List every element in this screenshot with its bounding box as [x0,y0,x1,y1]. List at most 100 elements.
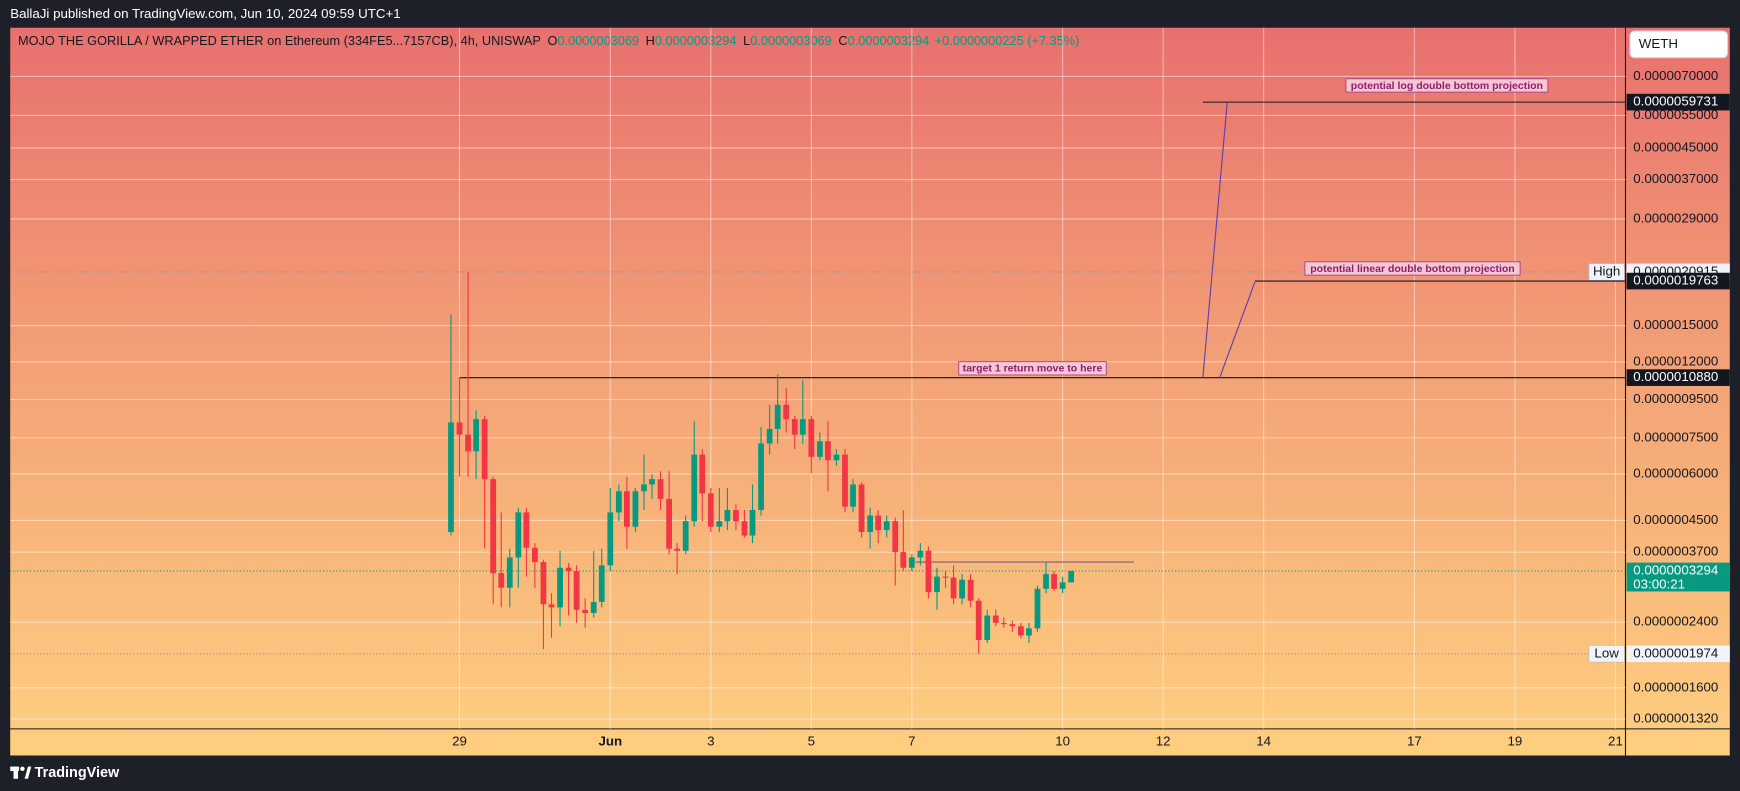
candle-body [783,404,790,420]
symbol-button[interactable] [1629,30,1729,59]
candle-body [749,510,756,536]
candle-body [465,434,471,452]
ohlc-key: H [646,34,655,49]
candle-body [833,454,840,461]
candle-body [691,454,698,522]
plot-background [10,27,1730,756]
candle-body [607,512,614,566]
price-label: 0.0000001974 [1633,645,1718,660]
candle-body [799,419,806,435]
candle-body [716,521,723,527]
candle-body [917,550,924,558]
header: BallaJi published on TradingView.com, Ju… [10,6,400,21]
annotation: potential linear double bottom projectio… [1310,263,1514,275]
candle-body [1068,570,1075,583]
projection-linear [1218,281,1256,379]
candle-body [867,515,874,533]
candle-body [532,547,538,563]
candle-body [674,548,681,551]
candle-body [825,441,831,461]
logo-part [20,766,25,772]
price-label: 0.0000003294 [1633,562,1718,577]
candle-body [724,510,731,522]
price-label-box [1626,645,1730,663]
marks [448,101,1626,654]
symbol-button-label[interactable]: WETH [1639,36,1678,51]
candle-body [641,484,647,492]
candle-body [666,498,672,549]
logo-part [24,766,32,779]
annotations: potential log double bottom projection po… [958,78,1549,376]
x-tick-label: 3 [707,734,714,749]
candle-body [975,600,982,640]
candle-body [925,550,932,593]
price-label: 0.0000010880 [1633,369,1718,384]
logo-part [13,766,18,779]
annotation: target 1 return move to here [963,363,1103,375]
candle-body [590,601,597,613]
candle-body [623,491,630,527]
y-tick-label: 0.0000004500 [1633,512,1718,527]
countdown: 03:00:21 [1633,576,1685,591]
candle-body [950,577,957,599]
ohlc-value: 0.0000003069 [557,34,639,49]
candle-body [523,512,530,548]
candle-body [1034,588,1041,629]
ohlc-value: 0.0000003294 [848,34,930,49]
price-label-box [1626,369,1730,386]
candle-body [456,422,463,435]
y-tick-label: 0.0000003700 [1633,544,1718,559]
candle-body [548,604,555,608]
candle-body [657,479,664,499]
candle-body [942,576,949,578]
symbol-legend: MOJO THE GORILLA / WRAPPED ETHER on Ethe… [18,34,1079,49]
candle-body [598,565,605,602]
footer-brand: TradingView [35,765,120,781]
price-label-box [1626,93,1730,111]
ohlc-value: 0.0000003069 [750,34,832,49]
candle-body [858,484,865,533]
candle-body [632,491,639,527]
candle-body [766,429,773,444]
x-tick-label: 5 [808,734,815,749]
y-tick-label: 0.0000009500 [1633,391,1718,406]
ohlc-key: O [548,34,558,49]
candle-body [707,493,714,527]
candle-body [506,557,513,588]
candle-body [1043,574,1049,589]
change: +0.0000000225 (+7.35%) [935,34,1080,49]
price-labels: 0.00000597310.0000020915High0.0000019763… [1588,93,1730,663]
ohlc: O0.0000003069 H0.0000003294 L0.0000003069 C… [548,34,1080,49]
candle-body [1000,622,1007,625]
candle-body [900,552,907,568]
candle-body [1051,574,1057,589]
y-tick-label: 0.0000070000 [1633,68,1718,83]
annotation-box [958,361,1107,376]
candle-body [883,521,890,531]
candle-body [850,484,856,507]
candle-body [582,609,589,613]
y-tick-label: 0.0000015000 [1633,317,1718,332]
candle-body [498,573,505,588]
grid: 0.0000070000 0.0000055000 0.0000045000 0.00… [10,27,1718,749]
candle-body [1026,628,1032,636]
candle-body [992,615,999,623]
price-label-box [1626,272,1730,290]
candle-body [791,419,798,435]
candle-body [699,454,706,494]
ohlc-key: C [838,34,847,49]
candle-body [808,419,815,457]
candle-body [984,615,991,640]
candle-body [1059,582,1066,589]
candle-body [959,579,965,599]
x-tick-label: 29 [452,734,467,749]
y-tick-label: 0.0000012000 [1633,353,1718,368]
candle-body [733,510,739,522]
candle-body [908,557,915,568]
price-label: 0.0000019763 [1633,273,1718,288]
candle-body [473,419,479,452]
y-tick-label: 0.0000029000 [1633,211,1718,226]
annotation: potential log double bottom projection [1351,80,1543,92]
candle-body [540,562,547,605]
candle-body [816,441,823,457]
